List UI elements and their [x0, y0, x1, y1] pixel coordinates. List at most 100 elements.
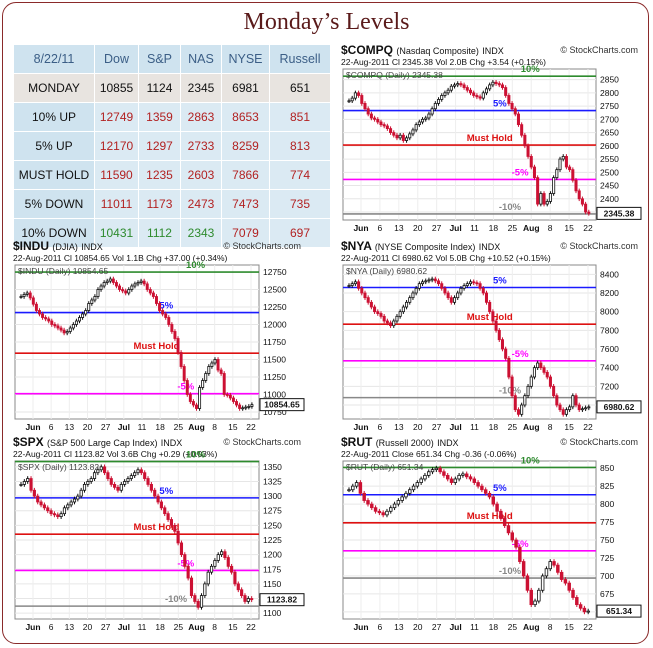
candle-body [491, 81, 495, 86]
candle-body [529, 156, 533, 168]
description: (Russell 2000) [375, 438, 434, 448]
y-tick-label: 775 [600, 517, 614, 527]
candle-body [240, 589, 244, 596]
candle-body [216, 554, 220, 561]
x-tick-label: 6 [378, 622, 383, 632]
candle-body [198, 387, 202, 409]
x-tick-label: 8 [548, 223, 553, 233]
candle-body [347, 100, 351, 103]
candle-body [539, 362, 543, 369]
x-tick-label: 8 [212, 622, 217, 632]
candle-body [395, 134, 399, 139]
symbol: $RUT [341, 435, 373, 449]
candle-body [44, 317, 48, 320]
y-tick-label: 7800 [600, 325, 619, 335]
candle-body [449, 478, 454, 483]
candle-body [542, 193, 546, 205]
candle-body [586, 610, 590, 613]
candle-body [201, 380, 205, 388]
candle-body [59, 513, 63, 517]
x-tick-label: 22 [246, 622, 256, 632]
candle-body [548, 561, 552, 570]
level-label: -10% [165, 594, 188, 605]
level-value: 813 [269, 131, 331, 161]
candle-body [580, 408, 584, 411]
candle-body [50, 320, 54, 325]
candle-body [443, 287, 447, 294]
level-label: 10% [186, 260, 206, 271]
exchange: INDX [478, 242, 501, 252]
chart-stats: 22-Aug-2011 Cl 10854.65 Vol 1.1B Chg +37… [13, 253, 228, 263]
levels-table: 8/22/11 Dow S&P NAS NYSE Russell MONDAY 1… [13, 44, 331, 248]
x-tick-label: 13 [394, 622, 404, 632]
candle-body [366, 500, 370, 505]
candle-body [419, 478, 423, 483]
candle-body [437, 99, 441, 104]
candle-body [360, 95, 364, 104]
y-tick-label: 1250 [263, 520, 282, 530]
candle-body [561, 409, 565, 415]
y-tick-label: 700 [600, 571, 614, 581]
compq-chart-panel: $COMPQ (Nasdaq Composite) INDX © StockCha… [339, 43, 642, 236]
level-label: -5% [512, 539, 529, 550]
y-tick-label: 1325 [263, 476, 282, 486]
candle-body [250, 404, 254, 407]
x-tick-label: 20 [413, 422, 423, 432]
candle-body [376, 118, 380, 123]
candle-body [363, 292, 367, 299]
x-tick-label: Jul [118, 422, 130, 432]
candle-body [22, 294, 26, 297]
candle-body [476, 482, 480, 487]
symbol: $INDU [13, 239, 50, 253]
candle-body [37, 310, 41, 315]
candle-body [537, 589, 541, 602]
last-price-label: 6980.62 [604, 402, 635, 412]
candle-body [183, 554, 187, 567]
candle-body [468, 476, 473, 480]
x-tick-label: 22 [583, 223, 593, 233]
candle-body [156, 495, 160, 503]
candle-body [401, 306, 405, 313]
x-tick-label: Jul [449, 223, 461, 233]
level-value: 6981 [221, 73, 270, 103]
x-tick-label: 15 [564, 622, 574, 632]
x-tick-label: 18 [489, 422, 499, 432]
candle-body [404, 492, 408, 498]
levels-row: 10% DOWN 10431 1112 2343 7079 697 [13, 218, 331, 248]
candle-body [69, 501, 73, 506]
candle-body [497, 329, 501, 341]
candle-body [430, 108, 434, 115]
candle-body [79, 489, 83, 497]
chart-stats: 22-Aug-2011 Cl 1123.82 Vol 3.6B Chg +0.2… [13, 449, 218, 459]
level-label: -5% [512, 167, 529, 178]
level-value: 697 [269, 218, 331, 248]
candle-body [544, 568, 549, 577]
nya-symbol-line: $NYA (NYSE Composite Index) INDX [341, 239, 500, 253]
last-price-label: 10854.65 [264, 400, 300, 410]
candle-body [220, 551, 224, 556]
candle-body [481, 92, 485, 99]
x-tick-label: 6 [49, 422, 54, 432]
last-price-box [259, 398, 305, 412]
x-tick-label: Jul [449, 422, 461, 432]
x-tick-label: 8 [212, 422, 217, 432]
level-label: -5% [512, 349, 529, 360]
candle-body [548, 376, 552, 387]
candle-body [437, 280, 441, 285]
candle-body [577, 190, 581, 200]
candle-body [408, 133, 412, 139]
x-tick-label: 27 [432, 223, 442, 233]
level-label: -10% [499, 566, 522, 577]
candle-body [445, 474, 450, 480]
level-label: 10% UP [13, 102, 95, 132]
candle-body [578, 604, 583, 609]
candle-body [452, 297, 457, 303]
x-tick-label: 22 [583, 422, 593, 432]
indu-chart-svg: 10750 11000 11250 11500 11750 12000 12250 12500… [14, 260, 305, 432]
candle-body [377, 510, 382, 514]
candle-body [130, 285, 134, 290]
level-value: 12170 [94, 131, 139, 161]
exchange: INDX [160, 438, 183, 448]
candle-body [577, 404, 581, 411]
level-value: 651 [269, 73, 331, 103]
